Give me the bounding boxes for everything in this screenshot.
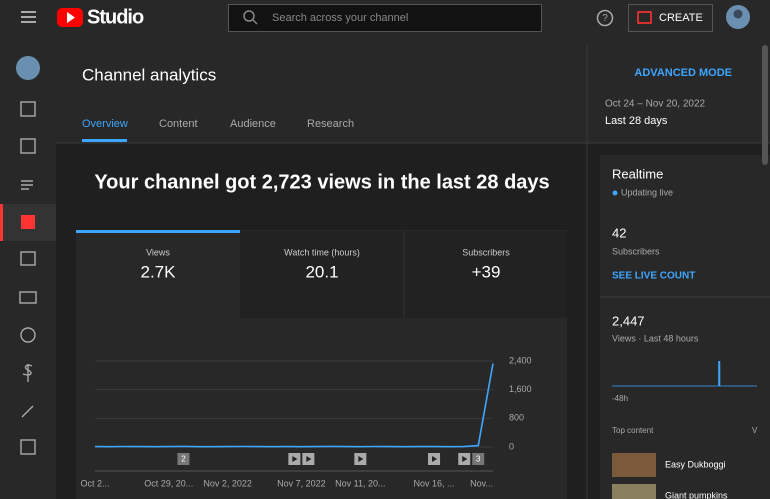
video-marker-icon (292, 456, 298, 462)
nav-active-bar (0, 204, 3, 241)
tab-underline (82, 139, 127, 142)
tab[interactable]: Overview (82, 118, 128, 130)
nav-copyright[interactable] (20, 327, 36, 343)
line (94, 363, 494, 448)
nav-audio[interactable] (20, 439, 36, 455)
bar (718, 361, 721, 386)
create-label[interactable]: CREATE (659, 12, 703, 24)
avatar (733, 9, 743, 19)
page-header (56, 45, 770, 143)
metric-value[interactable]: 2.7K (141, 262, 177, 281)
video-marker-icon (432, 456, 438, 462)
metric-selected (76, 230, 240, 233)
date-range[interactable]: Oct 24 – Nov 20, 2022 (605, 99, 706, 110)
x-tick-label: Nov 16, ... (414, 478, 455, 488)
views-count: 2,447 (612, 313, 645, 328)
headline: Your channel got 2,723 views in the last… (94, 171, 549, 193)
metric-label[interactable]: Subscribers (462, 247, 510, 257)
logo-play (67, 12, 75, 23)
x-tick-label: Nov... (470, 478, 493, 488)
views-column: V (752, 426, 758, 435)
x-tick-label: Nov 11, 20... (335, 478, 385, 488)
thumbnail[interactable] (612, 484, 656, 499)
search-icon (243, 10, 255, 22)
help-button[interactable] (596, 9, 614, 27)
menu-button[interactable] (21, 11, 36, 23)
metric-label[interactable]: Views (146, 247, 170, 257)
period[interactable]: Last 28 days (605, 115, 668, 127)
marker-count: 3 (476, 455, 481, 464)
content-title[interactable]: Giant pumpkins (665, 490, 728, 499)
search-box[interactable] (228, 4, 542, 32)
y-tick-label: 2,400 (509, 355, 532, 365)
realtime-card (600, 155, 770, 499)
y-tick-label: 1,600 (509, 384, 532, 394)
video-marker-icon (306, 456, 312, 462)
scrollbar[interactable] (762, 45, 768, 165)
nav-analytics (21, 215, 35, 229)
video-marker-icon (358, 456, 364, 462)
marker-box (177, 453, 190, 465)
logo-text[interactable]: Studio (87, 6, 145, 28)
nav-dashboard[interactable] (20, 101, 36, 117)
help-icon: ? (602, 13, 608, 24)
nav-content[interactable] (20, 138, 36, 154)
realtime-title: Realtime (612, 166, 663, 181)
channel-avatar[interactable] (16, 56, 40, 80)
thumbnail[interactable] (612, 453, 656, 477)
views-label: Views · Last 48 hours (612, 333, 699, 343)
nav-earn[interactable] (22, 364, 33, 382)
search-icon (252, 19, 258, 25)
live-dot (612, 190, 618, 196)
x-tick-label: Oct 29, 20... (144, 478, 193, 488)
video-marker-icon (462, 456, 468, 462)
advanced-mode[interactable]: ADVANCED MODE (634, 67, 732, 79)
page-title: Channel analytics (82, 65, 216, 84)
y-tick-label: 0 (509, 441, 514, 451)
x-label: -48h (612, 394, 628, 403)
subscriber-count: 42 (612, 225, 626, 240)
nav-comments[interactable] (20, 251, 36, 266)
content-title[interactable]: Easy Dukboggi (665, 459, 726, 469)
nav-subtitles[interactable] (19, 291, 37, 304)
create-button[interactable] (628, 4, 713, 32)
nav-customization[interactable] (21, 405, 34, 418)
tab[interactable]: Audience (230, 118, 276, 130)
x-tick-label: Oct 2... (80, 478, 109, 488)
nav-playlists[interactable] (21, 180, 33, 190)
metric-value[interactable]: +39 (472, 262, 501, 281)
live-count-link[interactable]: SEE LIVE COUNT (612, 271, 695, 282)
x-tick-label: Nov 7, 2022 (277, 478, 326, 488)
realtime-status: Updating live (621, 187, 673, 197)
search-placeholder: Search across your channel (272, 12, 408, 24)
tab[interactable]: Content (159, 118, 198, 130)
subscriber-label: Subscribers (612, 246, 660, 256)
top-content-label: Top content (612, 426, 654, 435)
y-tick-label: 800 (509, 413, 524, 423)
metric-label[interactable]: Watch time (hours) (284, 247, 360, 257)
sidebar (0, 45, 56, 499)
create-icon (637, 11, 652, 24)
marker-box (472, 453, 485, 465)
marker-count: 2 (181, 455, 186, 464)
tab[interactable]: Research (307, 118, 354, 130)
x-tick-label: Nov 2, 2022 (203, 478, 252, 488)
metric-value[interactable]: 20.1 (305, 262, 338, 281)
